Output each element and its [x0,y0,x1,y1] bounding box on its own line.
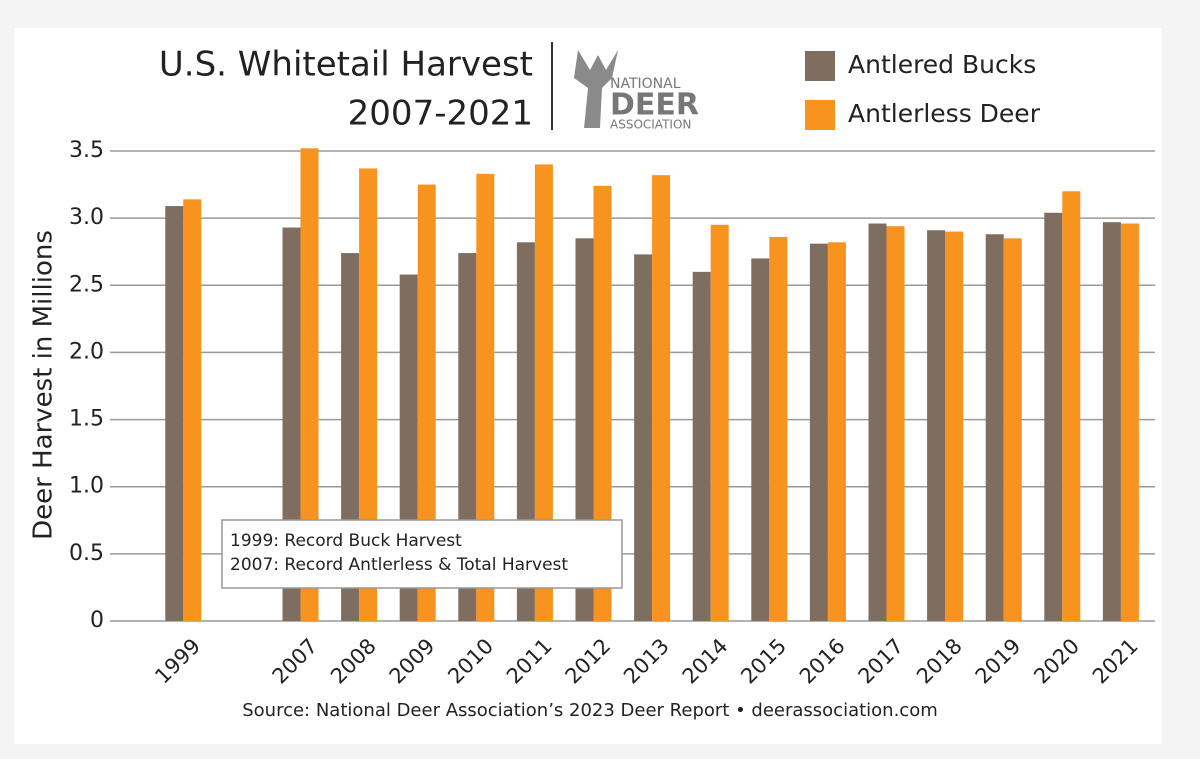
y-tick-label: 1.5 [69,407,104,432]
y-tick-label: 1.0 [69,474,104,499]
bar [985,234,1004,621]
bar [476,173,495,622]
bar [1102,222,1121,621]
bar [359,168,378,621]
overlay: 1999: Record Buck Harvest 2007: Record A… [221,519,623,589]
bar [1044,212,1063,621]
bar [769,236,788,621]
source: Source: National Deer Association’s 2023… [242,700,938,721]
annotation: 1999: Record Buck Harvest [230,531,462,551]
logo-text: NATIONAL [610,76,681,92]
bar [809,243,828,621]
y-tick-label: 0 [90,608,104,633]
bar [868,223,887,621]
bar [751,258,770,621]
bar [886,226,905,621]
bar [692,271,711,621]
bar [710,224,729,621]
y-tick-label: 2.0 [69,339,104,364]
bar [945,231,964,622]
bar [827,242,846,622]
legend-label: Antlered Bucks [848,50,1036,79]
bar [165,206,184,622]
annotation: 2007: Record Antlerless & Total Harvest [230,555,568,575]
legend-swatch [805,51,835,81]
bar [652,175,671,621]
y-tick-label: 3.5 [69,138,104,163]
bar [300,148,319,622]
y-tick-label: 0.5 [69,541,104,566]
logo-text: DEER [610,88,699,123]
bar [593,185,612,621]
bar [927,230,946,621]
bar [1003,238,1022,622]
bar [634,254,653,621]
logo-icon [574,50,618,128]
bar [1062,191,1081,622]
bar [417,184,436,622]
chart-title: U.S. Whitetail Harvest [159,45,533,85]
y-axis-label: Deer Harvest in Millions [29,230,59,540]
bar [1120,223,1139,621]
legend-swatch [805,100,835,130]
legend-label: Antlerless Deer [848,99,1041,128]
logo-text: ASSOCIATION [610,118,691,132]
bar [183,199,202,622]
annotation-box [221,519,623,589]
bar [534,164,553,621]
chart-title: 2007-2021 [348,94,533,134]
y-tick-label: 2.5 [69,272,104,297]
y-tick-label: 3.0 [69,205,104,230]
